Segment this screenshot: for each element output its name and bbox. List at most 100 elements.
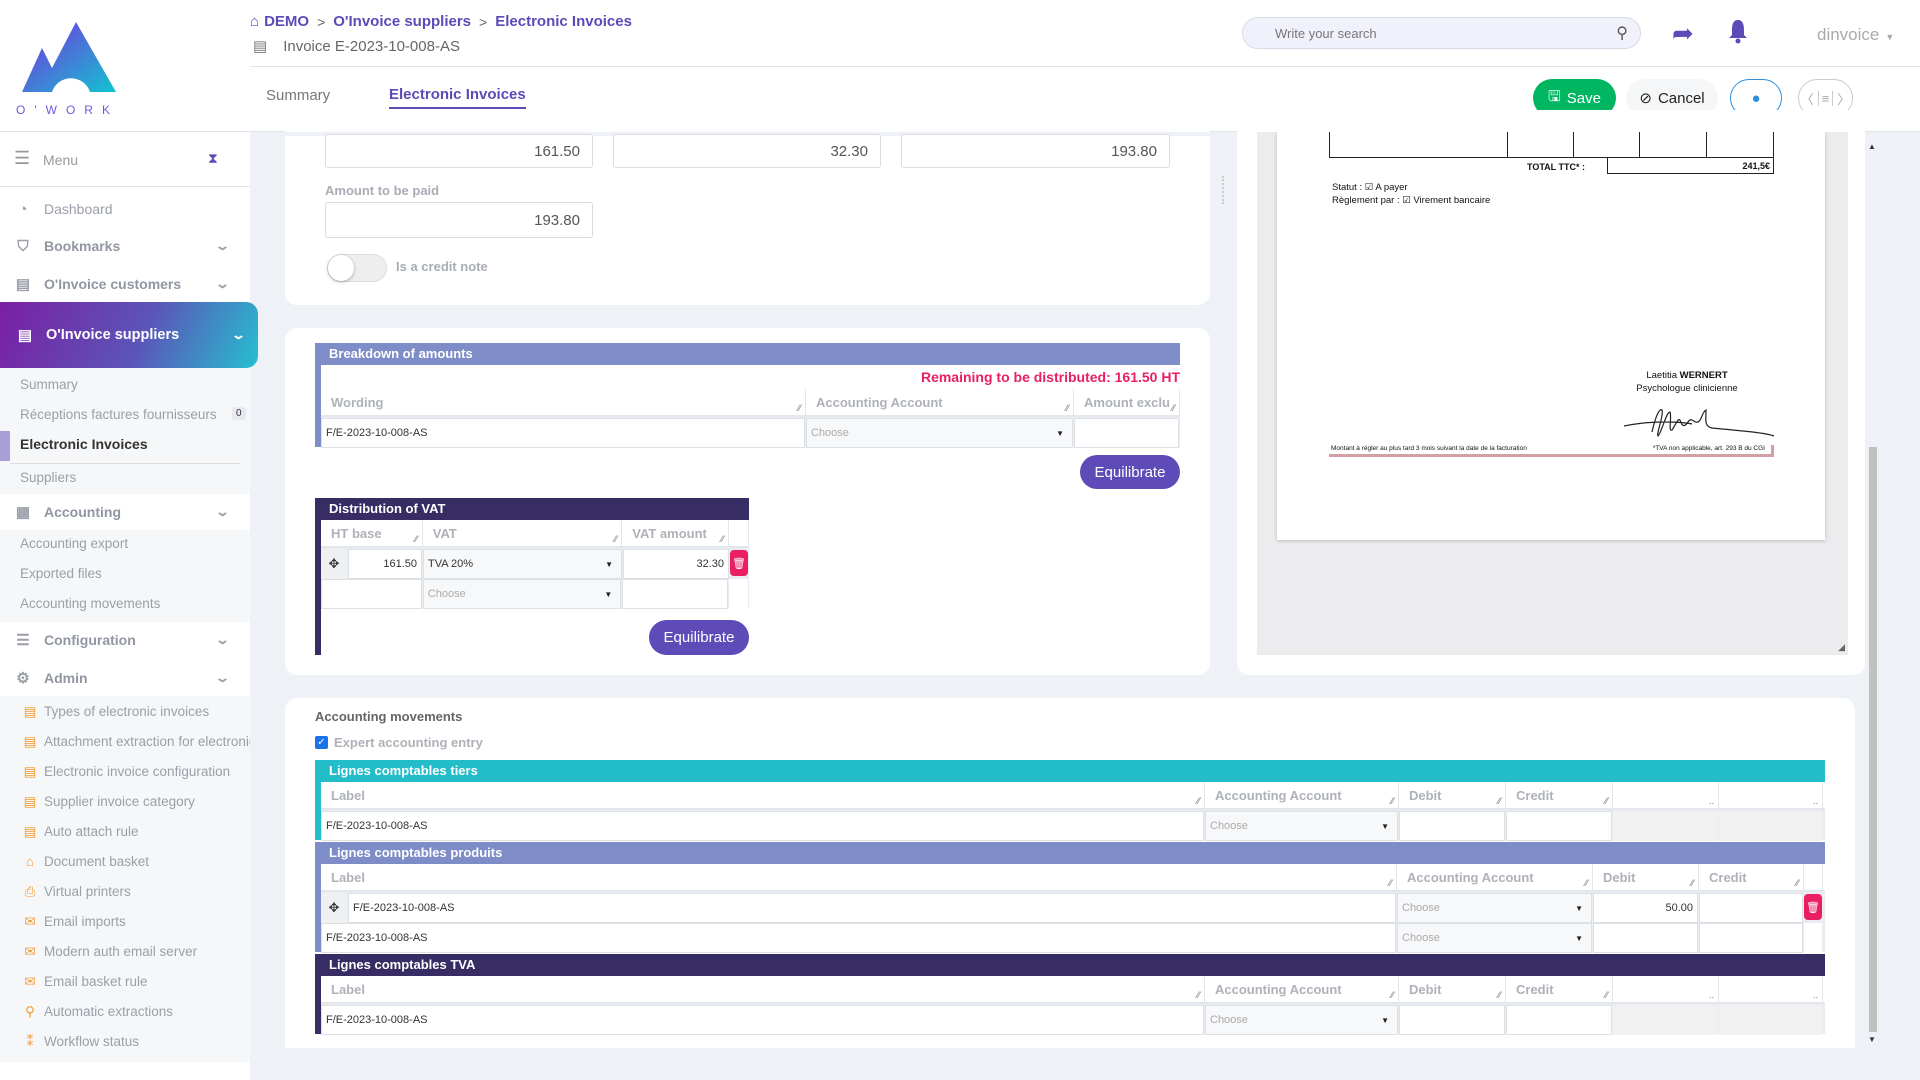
equilibrate-breakdown-button[interactable]: Equilibrate <box>1080 455 1180 489</box>
search-icon[interactable]: ⚲ <box>1616 25 1628 42</box>
sidebar-subitem-admin[interactable]: ✉ Email basket rule <box>20 974 250 990</box>
oworks-logo[interactable]: O'WORK <box>14 16 126 117</box>
scroll-down-icon[interactable]: ▼ <box>1868 1035 1876 1044</box>
resize-handle-icon[interactable]: ⁄⁄ <box>1065 403 1069 413</box>
sidebar-subitem-admin[interactable]: ⎙ Virtual printers <box>20 884 250 900</box>
text-input[interactable]: F/E-2023-10-008-AS <box>348 893 1396 923</box>
sidebar-item-invoice-customers[interactable]: ▤ O'Invoice customers ⌄ <box>0 266 250 302</box>
resize-handle-icon[interactable]: ⁄⁄ <box>1604 990 1608 1000</box>
sidebar-subitem-admin[interactable]: ✉ Email imports <box>20 914 250 930</box>
sidebar-subitem-admin[interactable]: ⁑ Workflow status <box>20 1034 250 1050</box>
sidebar-item-invoice-suppliers[interactable]: ▤ O'Invoice suppliers ⌄ <box>0 302 258 368</box>
prev-icon[interactable]: 〈 <box>1800 91 1814 107</box>
sidebar-item-admin[interactable]: ⚙ Admin ⌄ <box>0 660 250 696</box>
breadcrumb-electronic-invoices[interactable]: Electronic Invoices <box>495 13 632 30</box>
resize-handle-icon[interactable]: ⁄⁄ <box>1795 878 1799 888</box>
sidebar-subitem-admin[interactable]: ▤ Electronic invoice configuration <box>20 764 250 780</box>
bell-icon[interactable] <box>1728 18 1748 44</box>
amount-ttc-field[interactable]: 193.80 <box>901 134 1170 168</box>
share-icon[interactable]: ➦ <box>1672 18 1694 48</box>
drag-handle-icon[interactable]: ✥ <box>321 893 347 923</box>
text-input[interactable] <box>1699 923 1803 953</box>
sidebar-subitem-receptions[interactable]: Réceptions factures fournisseurs <box>20 407 217 422</box>
credit-note-toggle[interactable] <box>327 254 387 282</box>
text-input[interactable] <box>1399 1005 1505 1035</box>
sidebar-subitem-admin[interactable]: ▤ Supplier invoice category <box>20 794 250 810</box>
resize-handle-icon[interactable]: ⁄⁄ <box>1584 878 1588 888</box>
resize-handle-icon[interactable]: ⁄⁄ <box>1690 878 1694 888</box>
scrollbar-thumb[interactable] <box>1869 447 1877 1032</box>
sidebar-subitem-admin[interactable]: ▤ Types of electronic invoices <box>20 704 250 720</box>
pdf-viewer[interactable]: TOTAL TTC* : 241,5€ Statut : ☑ A payer R… <box>1257 132 1848 655</box>
resize-handle-icon[interactable]: .. <box>1708 796 1714 806</box>
breadcrumb-suppliers[interactable]: O'Invoice suppliers <box>333 13 472 30</box>
resize-handle-icon[interactable]: ⁄⁄ <box>721 534 725 544</box>
search-input[interactable] <box>1275 26 1595 41</box>
sidebar-subitem-admin[interactable]: ✉ Modern auth email server <box>20 944 250 960</box>
tab-electronic-invoices[interactable]: Electronic Invoices <box>389 86 526 109</box>
equilibrate-vat-button[interactable]: Equilibrate <box>649 620 749 655</box>
resize-handle-icon[interactable]: ⁄⁄ <box>1196 990 1200 1000</box>
delete-row-button[interactable]: 🗑 <box>730 550 748 576</box>
resize-handle-icon[interactable]: .. <box>1812 990 1818 1000</box>
expert-entry-checkbox-row[interactable]: ✓ Expert accounting entry <box>315 735 483 750</box>
sidebar-item-dashboard[interactable]: ◔ Dashboard <box>0 191 250 227</box>
delete-row-button[interactable]: 🗑 <box>1804 894 1822 920</box>
sidebar-subitem-exported-files[interactable]: Exported files <box>20 566 102 581</box>
account-select[interactable]: Choose ▼ <box>1397 893 1592 923</box>
drag-handle-icon[interactable]: ✥ <box>321 549 347 579</box>
amount-input[interactable]: 50.00 <box>1593 893 1698 923</box>
tab-summary[interactable]: Summary <box>266 87 331 104</box>
resize-handle-icon[interactable]: .. <box>1708 990 1714 1000</box>
text-input[interactable] <box>1074 418 1179 448</box>
resize-handle-icon[interactable]: ⁄⁄ <box>1390 796 1394 806</box>
amount-input[interactable]: 161.50 <box>348 549 422 579</box>
account-select[interactable]: TVA 20% ▼ <box>423 549 622 579</box>
sidebar-subitem-accounting-export[interactable]: Accounting export <box>20 536 129 551</box>
sidebar-subitem-admin[interactable]: ▤ Auto attach rule <box>20 824 250 840</box>
sidebar-item-configuration[interactable]: ☰ Configuration ⌄ <box>0 622 250 658</box>
expert-entry-checkbox[interactable]: ✓ <box>315 736 328 749</box>
account-select[interactable]: Choose ▼ <box>806 418 1073 448</box>
account-select[interactable]: Choose ▼ <box>422 579 622 609</box>
search-box[interactable]: ⚲ <box>1242 17 1641 49</box>
home-icon[interactable]: ⌂ <box>250 13 260 30</box>
next-icon[interactable]: 〉 <box>1837 91 1851 107</box>
pin-icon[interactable]: ⧗ <box>208 150 218 166</box>
text-input[interactable] <box>1593 923 1698 953</box>
breadcrumb-demo[interactable]: DEMO <box>264 13 310 30</box>
text-input[interactable]: F/E-2023-10-008-AS <box>321 418 805 448</box>
text-input[interactable] <box>1699 893 1803 923</box>
resize-grip-icon[interactable]: ◢ <box>1838 642 1845 652</box>
account-select[interactable]: Choose ▼ <box>1397 923 1592 953</box>
account-select[interactable]: Choose ▼ <box>1205 811 1398 841</box>
text-input[interactable]: F/E-2023-10-008-AS <box>321 923 1396 953</box>
text-input[interactable] <box>321 579 422 609</box>
text-input[interactable] <box>622 579 729 609</box>
list-icon[interactable]: ≡ <box>1817 90 1834 106</box>
text-input[interactable]: F/E-2023-10-008-AS <box>321 1005 1204 1035</box>
resize-handle-icon[interactable]: ⁄⁄ <box>1604 796 1608 806</box>
sidebar-item-accounting[interactable]: ▦ Accounting ⌄ <box>0 494 250 530</box>
sidebar-subitem-admin[interactable]: ⚲ Automatic extractions <box>20 1004 250 1020</box>
account-select[interactable]: Choose ▼ <box>1205 1005 1398 1035</box>
resize-handle-icon[interactable]: ⁄⁄ <box>1196 796 1200 806</box>
amount-vat-field[interactable]: 32.30 <box>613 134 881 168</box>
sidebar-item-bookmarks[interactable]: ⛉ Bookmarks ⌄ <box>0 228 250 264</box>
sidebar-subitem-accounting-movements[interactable]: Accounting movements <box>20 596 161 611</box>
text-input[interactable] <box>1506 811 1612 841</box>
main-scrollbar[interactable]: ▲ ▼ <box>1866 142 1878 1048</box>
text-input[interactable] <box>1399 811 1505 841</box>
text-input[interactable]: F/E-2023-10-008-AS <box>321 811 1204 841</box>
hamburger-icon[interactable]: ☰ <box>14 148 31 168</box>
user-menu[interactable]: dinvoice ▼ <box>1817 25 1894 45</box>
resize-handle[interactable] <box>1222 176 1225 204</box>
resize-handle-icon[interactable]: ⁄⁄ <box>1497 796 1501 806</box>
text-input[interactable] <box>1506 1005 1612 1035</box>
sidebar-subitem-summary[interactable]: Summary <box>20 377 78 392</box>
sidebar-subitem-suppliers[interactable]: Suppliers <box>20 470 77 485</box>
scroll-up-icon[interactable]: ▲ <box>1868 142 1876 151</box>
resize-handle-icon[interactable]: ⁄⁄ <box>797 403 801 413</box>
resize-handle-icon[interactable]: .. <box>1812 796 1818 806</box>
sidebar-subitem-admin[interactable]: ⌂ Document basket <box>20 854 250 869</box>
